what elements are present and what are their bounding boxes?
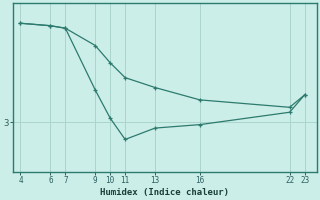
- X-axis label: Humidex (Indice chaleur): Humidex (Indice chaleur): [100, 188, 229, 197]
